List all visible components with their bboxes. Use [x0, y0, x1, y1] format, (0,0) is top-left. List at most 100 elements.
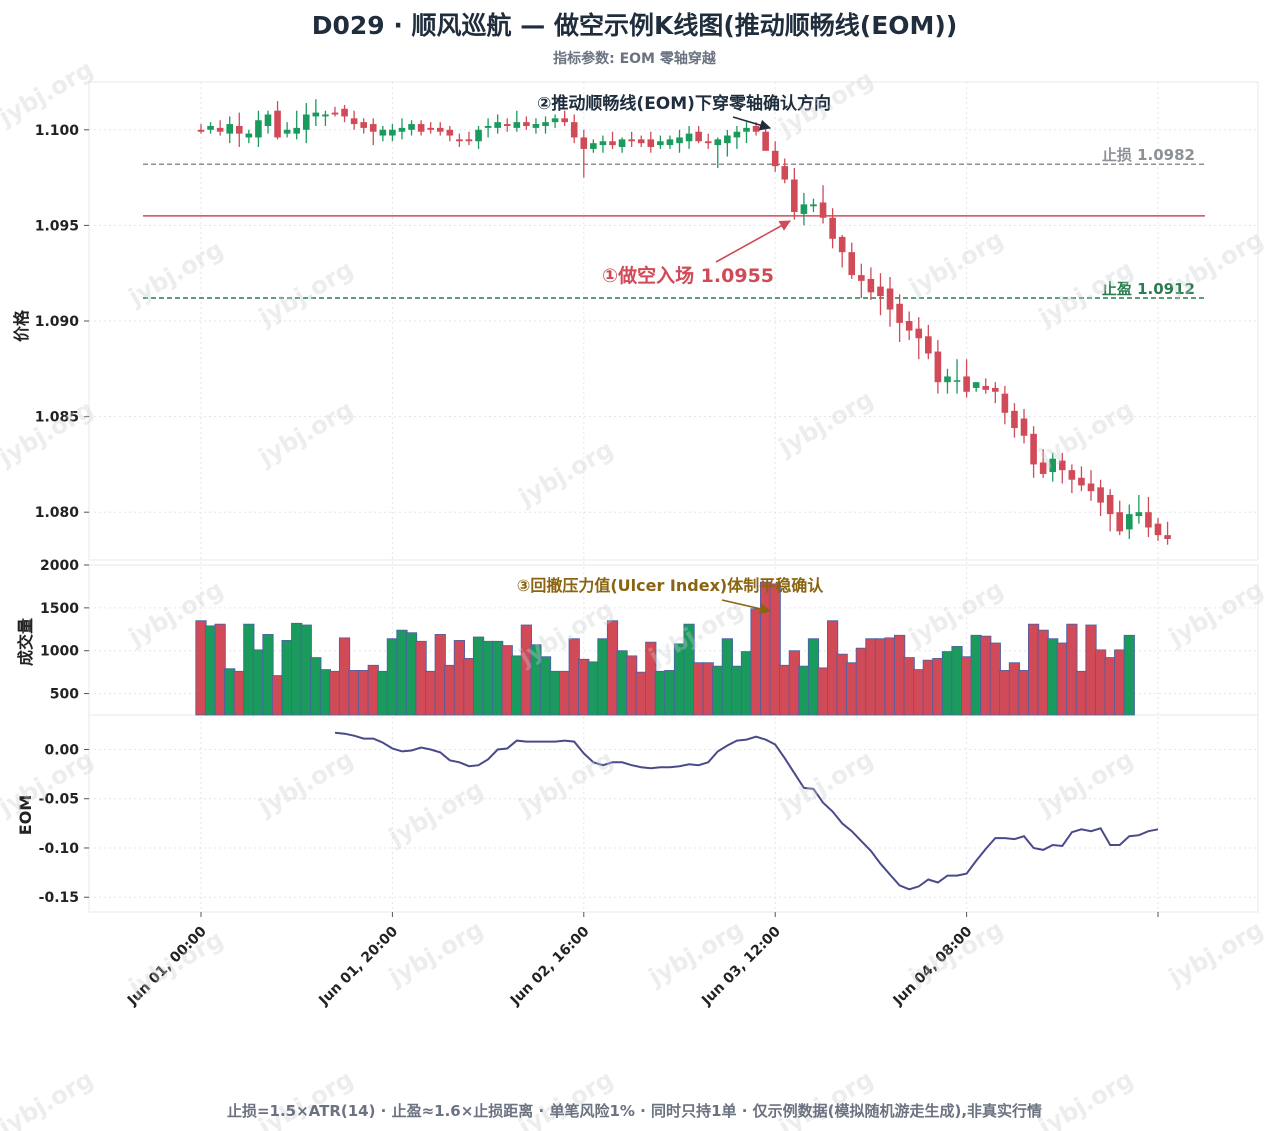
candle-body	[341, 108, 348, 117]
volume-bar	[626, 655, 638, 716]
candle-body	[637, 139, 645, 144]
candle-body	[963, 376, 970, 392]
watermark: jybj.org	[513, 435, 618, 512]
volume-bar	[913, 669, 925, 716]
volume-bar	[1018, 670, 1030, 716]
candle-body	[408, 124, 415, 130]
price-tick-label: 1.080	[35, 505, 80, 521]
candle-body	[235, 125, 243, 134]
watermark: jybj.org	[123, 235, 228, 312]
volume-bar	[874, 638, 887, 716]
candle-body	[685, 133, 693, 142]
volume-tick-label: 2000	[40, 558, 79, 574]
candle-body	[216, 127, 224, 132]
watermark: jybj.org	[0, 395, 98, 472]
candle-body	[944, 376, 951, 383]
candle-body	[465, 139, 473, 142]
candle-body	[293, 127, 300, 134]
candle-body	[724, 135, 731, 144]
volume-bar	[779, 664, 791, 716]
candle-body	[255, 120, 262, 138]
candle-body	[312, 112, 320, 117]
volume-bars	[195, 581, 1135, 716]
volume-bar	[693, 662, 705, 716]
candle-body	[226, 124, 234, 134]
volume-bar	[1008, 662, 1021, 716]
watermark: jybj.org	[1033, 395, 1138, 472]
volume-bar	[635, 671, 647, 716]
volume-bar	[329, 670, 341, 716]
candle-body	[657, 141, 664, 146]
volume-bar	[855, 647, 867, 716]
candle-body	[618, 139, 626, 148]
watermark: jybj.org	[1163, 575, 1268, 652]
candle-body	[666, 139, 674, 146]
volume-bar	[961, 656, 973, 716]
x-tick-label: Jun 02, 16:00	[507, 923, 593, 1009]
volume-bar	[243, 623, 255, 716]
volume-bar	[836, 653, 848, 716]
volume-tick-label: 1000	[40, 644, 79, 660]
level-lines: 止损 1.0982 止盈 1.0912	[143, 146, 1205, 299]
watermark: jybj.org	[773, 1065, 878, 1131]
candle-body	[762, 131, 769, 151]
volume-axis-label: 成交量	[16, 618, 35, 666]
volume-bar	[1114, 649, 1126, 716]
candle-body	[322, 114, 329, 117]
watermark: jybj.org	[773, 385, 878, 462]
candle-body	[676, 137, 683, 144]
volume-bar	[702, 662, 714, 716]
candle-body	[781, 166, 789, 180]
ulcer-annotation: ③回撤压力值(Ulcer Index)体制平稳确认	[517, 576, 824, 595]
candle-body	[810, 204, 817, 207]
candle-body	[1030, 433, 1037, 465]
candle-body	[915, 328, 923, 339]
candle-body	[456, 139, 463, 142]
price-tick-label: 1.090	[35, 314, 80, 330]
eom-tick-label: -0.15	[39, 890, 79, 906]
candle-body	[427, 127, 434, 130]
watermark: jybj.org	[513, 1065, 618, 1131]
volume-bar	[654, 670, 666, 716]
volume-bar	[377, 670, 389, 716]
candle-body	[542, 122, 549, 126]
candle-body	[350, 118, 358, 125]
price-axis-label: 价格	[12, 309, 31, 342]
eom-tick-label: 0.00	[44, 742, 79, 758]
candle-body	[1059, 460, 1066, 471]
candle-body	[1049, 458, 1057, 473]
volume-bar	[1104, 657, 1116, 716]
volume-bar	[740, 651, 753, 716]
candle-body	[886, 288, 894, 310]
volume-bar	[750, 608, 762, 716]
candle-body	[207, 125, 214, 130]
volume-bar	[989, 642, 1001, 716]
candle-body	[360, 122, 367, 128]
volume-bar	[453, 640, 465, 716]
volume-bar	[539, 656, 552, 716]
volume-bar	[1075, 670, 1088, 716]
candle-body	[982, 386, 990, 390]
watermark: jybj.org	[253, 745, 358, 822]
volume-bar	[1056, 642, 1068, 716]
watermark: jybj.org	[1163, 915, 1268, 992]
candle-body	[503, 124, 511, 126]
candle-body	[858, 275, 865, 281]
candle-body	[436, 127, 444, 132]
price-tick-label: 1.085	[35, 410, 79, 426]
candle-body	[369, 124, 377, 132]
watermark: jybj.org	[383, 915, 488, 992]
candle-body	[848, 252, 856, 276]
volume-bar	[817, 667, 829, 716]
volume-bar	[501, 645, 513, 716]
eom-y-axis: 0.00 -0.05 -0.10 -0.15	[39, 742, 1258, 906]
candle-body	[446, 129, 454, 136]
volume-tick-label: 1500	[40, 601, 79, 617]
candle-body	[905, 321, 913, 331]
volume-bar	[1094, 649, 1107, 716]
volume-bar	[281, 640, 293, 716]
candle-body	[379, 129, 387, 136]
candle-body	[800, 204, 808, 214]
volume-bar	[463, 658, 475, 716]
volume-bar	[712, 665, 724, 716]
